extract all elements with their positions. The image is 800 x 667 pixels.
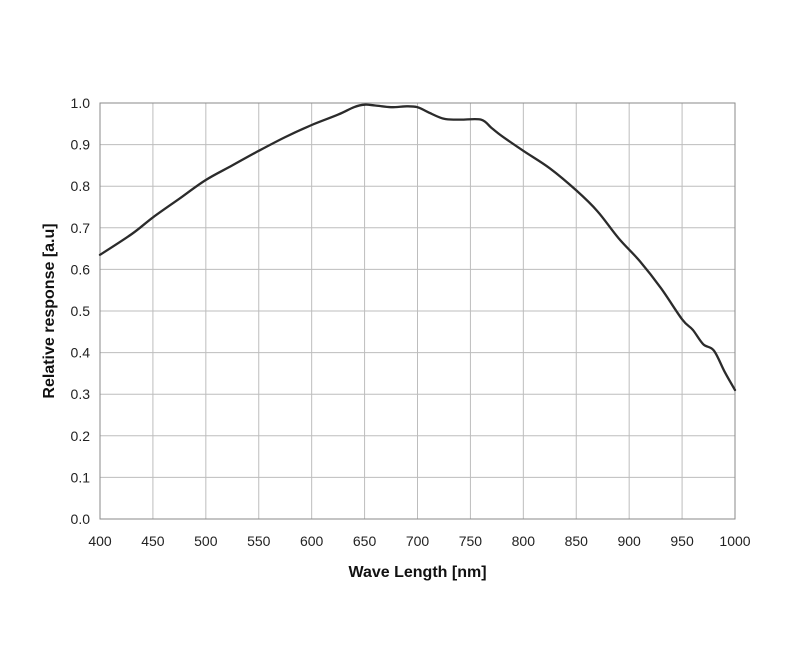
grid-lines	[99, 102, 736, 520]
x-tick-label: 500	[194, 533, 218, 549]
y-tick-label: 0.4	[71, 345, 91, 361]
y-tick-label: 0.2	[71, 428, 91, 444]
x-tick-label: 550	[247, 533, 271, 549]
x-tick-label: 700	[406, 533, 430, 549]
y-axis-ticks: 0.0 0.1 0.2 0.3 0.4 0.5 0.6 0.7 0.8 0.9 1.0	[71, 95, 91, 527]
x-tick-label: 1000	[719, 533, 750, 549]
x-tick-label: 800	[512, 533, 536, 549]
response-curve	[98, 103, 737, 392]
y-tick-label: 0.7	[71, 220, 91, 236]
y-tick-label: 0.1	[71, 469, 91, 485]
y-axis-title: Relative response [a.u]	[41, 223, 58, 398]
y-tick-label: 0.0	[71, 511, 91, 527]
y-tick-label: 0.9	[71, 137, 91, 153]
x-tick-label: 450	[141, 533, 165, 549]
y-tick-label: 0.8	[71, 178, 91, 194]
x-tick-label: 750	[459, 533, 483, 549]
x-tick-label: 950	[670, 533, 694, 549]
x-tick-label: 400	[88, 533, 112, 549]
y-tick-label: 0.5	[71, 303, 91, 319]
y-tick-label: 1.0	[71, 95, 91, 111]
y-tick-label: 0.3	[71, 386, 91, 402]
x-tick-label: 900	[617, 533, 641, 549]
x-tick-label: 850	[565, 533, 589, 549]
x-axis-ticks: 400 450 500 550 600 650 700 750 800 850 900 950 1000	[88, 533, 750, 549]
plot-frame	[99, 102, 736, 520]
x-axis-title: Wave Length [nm]	[348, 564, 486, 581]
x-tick-label: 650	[353, 533, 377, 549]
x-tick-label: 600	[300, 533, 324, 549]
y-tick-label: 0.6	[71, 261, 91, 277]
